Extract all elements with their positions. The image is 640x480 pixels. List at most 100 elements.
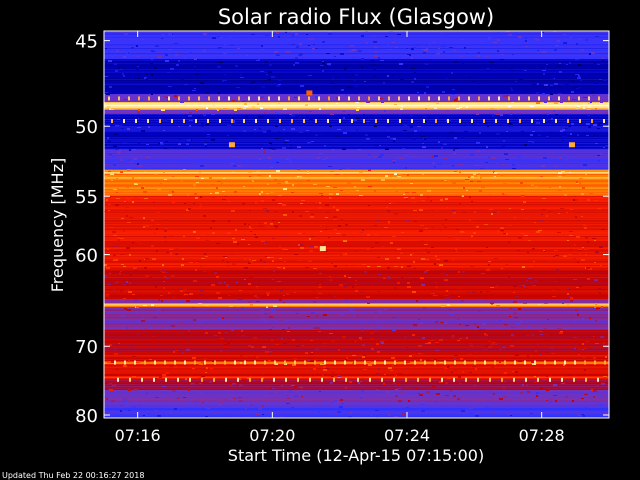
spectrogram-speckle: [339, 168, 342, 170]
spectrogram-speckle: [326, 53, 330, 54]
spectrogram-speckle: [291, 44, 295, 45]
spectrogram-speckle: [248, 262, 251, 264]
interference-dash: [418, 96, 420, 101]
spectrogram-speckle: [185, 378, 187, 380]
spectrogram-row: [104, 142, 609, 143]
spectrogram-speckle: [363, 321, 366, 322]
spectrogram-speckle: [223, 340, 227, 341]
spectrogram-speckle: [406, 347, 408, 348]
spectrogram-speckle: [366, 121, 370, 122]
interference-dash: [189, 377, 191, 382]
spectrogram-speckle: [297, 146, 301, 148]
spectrogram-speckle: [397, 176, 401, 177]
spectrogram-row: [104, 65, 609, 66]
spectrogram-speckle: [358, 149, 361, 150]
spectrogram-row: [104, 355, 609, 356]
spectrogram-speckle: [446, 298, 450, 300]
spectrogram-speckle: [164, 117, 167, 118]
spectrogram-row: [104, 220, 609, 221]
spectrogram-speckle: [452, 210, 455, 211]
spectrogram-speckle: [143, 305, 147, 306]
spectrogram-speckle: [248, 301, 251, 303]
spectrogram-speckle: [211, 184, 215, 185]
spectrogram-speckle: [565, 329, 567, 330]
spectrogram-speckle: [268, 360, 271, 361]
spectrogram-speckle: [286, 122, 289, 124]
spectrogram-speckle: [552, 353, 555, 354]
spectrogram-speckle: [116, 56, 118, 57]
spectrogram-row: [104, 322, 609, 323]
spectrogram-speckle: [550, 85, 553, 86]
spectrogram-speckle: [114, 63, 117, 65]
spectrogram-row: [104, 296, 609, 297]
spectrogram-speckle: [535, 350, 537, 352]
spectrogram-speckle: [580, 80, 582, 81]
spectrogram-speckle: [438, 141, 440, 143]
spectrogram-speckle: [272, 34, 276, 35]
spectrogram-speckle: [361, 35, 364, 37]
spectrogram-speckle: [121, 128, 124, 129]
interference-dash: [164, 360, 166, 365]
spectrogram-row: [104, 358, 609, 359]
interference-dash: [567, 118, 569, 123]
spectrogram-speckle: [334, 86, 337, 87]
spectrogram-row: [104, 169, 609, 170]
spectrogram-speckle: [380, 98, 383, 99]
spectrogram-row: [104, 302, 609, 303]
spectrogram-speckle: [256, 413, 259, 415]
spectrogram-speckle: [436, 103, 439, 104]
spectrogram-speckle: [581, 414, 584, 415]
spectrogram-speckle: [315, 96, 319, 98]
spectrogram-row: [104, 270, 609, 271]
spectrogram-speckle: [490, 294, 493, 296]
spectrogram-speckle: [579, 285, 582, 287]
spectrogram-row: [104, 353, 609, 354]
spectrogram-speckle: [277, 281, 281, 282]
spectrogram-speckle: [156, 228, 158, 230]
spectrogram-speckle: [447, 377, 451, 379]
spectrogram-speckle: [335, 413, 337, 415]
spectrogram-row: [104, 34, 609, 35]
spectrogram-speckle: [198, 376, 201, 378]
spectrogram-speckle: [469, 354, 472, 356]
spectrogram-speckle: [417, 92, 419, 93]
spectrogram-row: [104, 182, 609, 183]
spectrogram-speckle: [207, 408, 210, 409]
spectrogram-speckle: [385, 166, 389, 167]
spectrogram-row: [104, 253, 609, 254]
spectrogram-speckle: [216, 283, 219, 285]
spectrogram-row: [104, 348, 609, 349]
spectrogram-speckle: [263, 412, 266, 413]
spectrogram-speckle: [466, 53, 468, 54]
spectrogram-speckle: [355, 74, 358, 76]
spectrogram-speckle: [511, 89, 513, 91]
spectrogram-speckle: [250, 231, 252, 232]
spectrogram-speckle: [439, 383, 441, 384]
interference-dash: [225, 377, 227, 382]
spectrogram-speckle: [502, 193, 504, 195]
spectrogram-speckle: [378, 325, 381, 327]
spectrogram-speckle: [417, 94, 419, 95]
spectrogram-speckle: [269, 142, 272, 144]
spectrogram-speckle: [506, 31, 510, 33]
spectrogram-speckle: [339, 406, 343, 408]
interference-dash: [308, 96, 310, 101]
spectrogram-speckle: [363, 337, 367, 339]
spectrogram-speckle: [278, 75, 280, 77]
spectrogram-row: [104, 381, 609, 382]
spectrogram-speckle: [515, 44, 517, 46]
spectrogram-speckle: [162, 374, 166, 376]
spectrogram-speckle: [412, 101, 416, 102]
spectrogram-row: [104, 307, 609, 308]
spectrogram-speckle: [595, 303, 597, 305]
spectrogram-row: [104, 319, 609, 320]
spectrogram-speckle: [163, 119, 167, 121]
interference-dash: [435, 118, 437, 123]
spectrogram-row: [104, 215, 609, 216]
interference-dash: [243, 118, 245, 123]
spectrogram-speckle: [109, 383, 112, 384]
spectrogram-speckle: [161, 109, 165, 111]
spectrogram-speckle: [312, 48, 315, 50]
spectrogram-speckle: [365, 303, 367, 304]
